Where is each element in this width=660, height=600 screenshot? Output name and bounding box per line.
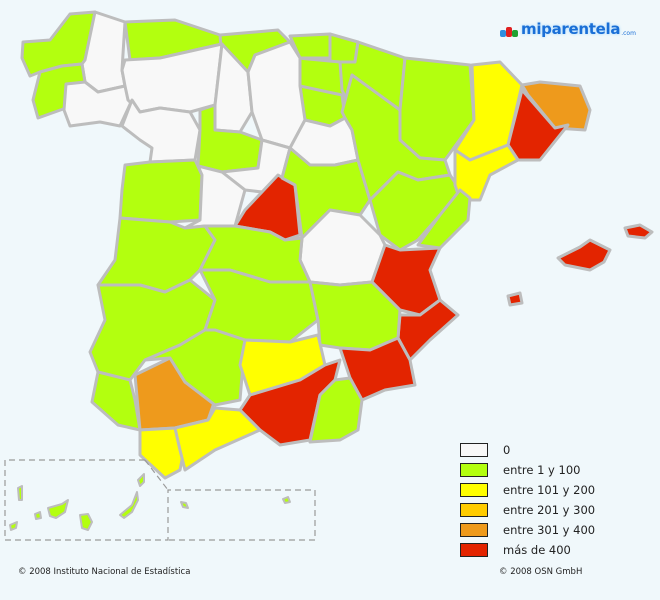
legend-label: entre 1 y 100 (503, 463, 581, 477)
legend-swatch-101-200 (460, 483, 488, 497)
ceuta[interactable] (180, 501, 189, 509)
credit-ine: © 2008 Instituto Nacional de Estadística (18, 567, 191, 577)
province-caceres[interactable] (96, 216, 217, 294)
island-mallorca[interactable] (556, 238, 612, 272)
province-burgos (246, 40, 307, 150)
island-tenerife[interactable] (47, 499, 69, 519)
legend-item: entre 1 y 100 (460, 460, 595, 480)
province-malaga[interactable] (173, 406, 262, 472)
province-guipuzcoa[interactable] (328, 32, 360, 64)
canary-islands-inset-frame (4, 459, 316, 541)
legend-label: más de 400 (503, 543, 571, 557)
credit-osn: © 2008 OSN GmbH (499, 567, 583, 577)
legend-label: entre 101 y 200 (503, 483, 596, 497)
map-legend: 0 entre 1 y 100 entre 101 y 200 entre 20… (460, 440, 595, 560)
island-menorca[interactable] (623, 223, 654, 240)
legend-item: 0 (460, 440, 595, 460)
island-la-palma[interactable] (17, 485, 23, 501)
legend-swatch-0 (460, 443, 488, 457)
province-almeria[interactable] (308, 376, 364, 444)
family-icon (500, 21, 518, 37)
logo-tld: .com (621, 29, 636, 37)
melilla[interactable] (282, 496, 291, 504)
island-fuerteventura[interactable] (119, 491, 139, 519)
island-el-hierro[interactable] (9, 521, 18, 531)
island-gran-canaria[interactable] (79, 513, 93, 531)
island-lanzarote[interactable] (137, 473, 145, 487)
legend-item: entre 201 y 300 (460, 500, 595, 520)
province-castellon[interactable] (416, 188, 472, 250)
province-salamanca[interactable] (118, 158, 204, 224)
logo-text: miparentela (521, 20, 621, 38)
inset-divider (144, 459, 169, 491)
province-huelva[interactable] (90, 370, 142, 432)
legend-label: entre 201 y 300 (503, 503, 596, 517)
legend-swatch-400-plus (460, 543, 488, 557)
miparentela-logo[interactable]: miparentela .com (500, 18, 636, 40)
legend-swatch-301-400 (460, 523, 488, 537)
legend-item: entre 301 y 400 (460, 520, 595, 540)
province-tarragona[interactable] (453, 143, 520, 202)
legend-swatch-201-300 (460, 503, 488, 517)
legend-swatch-1-100 (460, 463, 488, 477)
legend-item: más de 400 (460, 540, 595, 560)
legend-label: 0 (503, 443, 511, 457)
legend-label: entre 301 y 400 (503, 523, 596, 537)
island-la-gomera[interactable] (34, 511, 42, 520)
legend-item: entre 101 y 200 (460, 480, 595, 500)
island-ibiza[interactable] (506, 291, 524, 307)
